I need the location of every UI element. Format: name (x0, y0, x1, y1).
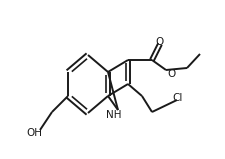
Text: Cl: Cl (173, 93, 183, 103)
Text: O: O (156, 37, 164, 47)
Text: O: O (168, 69, 176, 79)
Text: OH: OH (26, 128, 42, 138)
Text: NH: NH (106, 110, 122, 120)
